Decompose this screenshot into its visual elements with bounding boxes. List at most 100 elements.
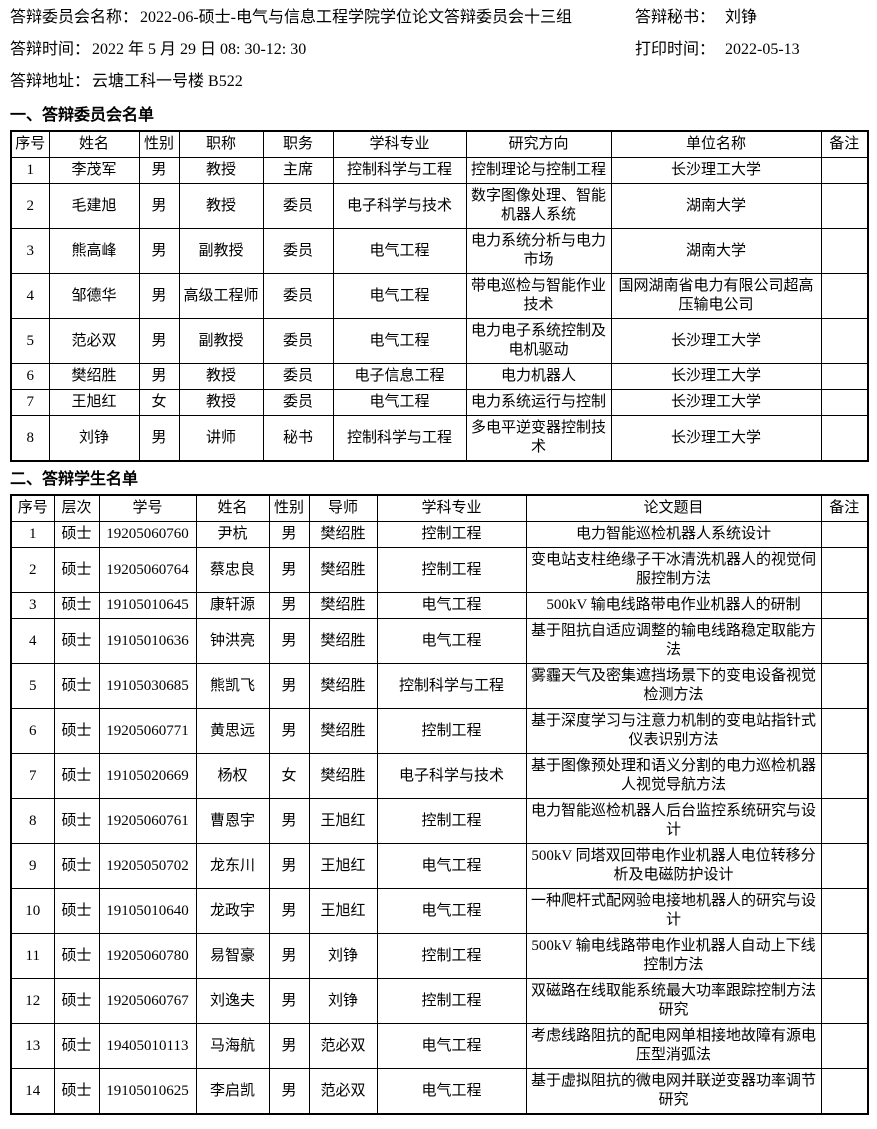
- table-cell: [820, 547, 869, 593]
- table-cell: 李启凯: [195, 1068, 270, 1115]
- table-cell: 教授: [178, 183, 264, 229]
- table-cell: 湖南大学: [610, 183, 822, 229]
- table-row: 4 邹德华男高级工程师 委员 电气工程 带电巡检与智能作业技术 国网湖南省电力有限公司超高…: [10, 273, 869, 319]
- table-row: 6 硕士 19205060771 黄思远男樊绍胜 控制工程 基于深度学习与注意力机制的变电…: [10, 708, 869, 754]
- table-cell: 500kV 输电线路带电作业机器人自动上下线控制方法: [525, 933, 822, 979]
- defense-address-value: 云塘工科一号楼 B522: [92, 73, 243, 90]
- table-cell: 范必双: [308, 1023, 378, 1069]
- table-cell: 钟洪亮: [195, 618, 270, 664]
- table-cell: 女: [268, 753, 310, 799]
- committee-name-line: 答辩委员会名称： 2022-06-硕士-电气与信息工程学院学位论文答辩委员会十三组: [10, 8, 635, 28]
- table-cell: 杨权: [195, 753, 270, 799]
- table-cell: 电气工程: [376, 1023, 527, 1069]
- column-header-cell: 姓名: [48, 130, 140, 158]
- table-cell: 5: [10, 663, 55, 709]
- table-cell: 委员: [262, 318, 334, 364]
- table-cell: 电气工程: [332, 389, 467, 416]
- table-cell: 电子信息工程: [332, 363, 467, 390]
- table-cell: 带电巡检与智能作业技术: [465, 273, 612, 319]
- committee-name-value: 2022-06-硕士-电气与信息工程学院学位论文答辩委员会十三组: [140, 9, 573, 26]
- table-cell: 19105020669: [98, 753, 197, 799]
- table-cell: 长沙理工大学: [610, 389, 822, 416]
- table-cell: [820, 933, 869, 979]
- column-header-cell: 单位名称: [610, 130, 822, 158]
- table-cell: 男: [268, 1068, 310, 1115]
- table-cell: 主席: [262, 157, 334, 184]
- table-cell: 委员: [262, 273, 334, 319]
- table-cell: 副教授: [178, 318, 264, 364]
- table-row: 5 范必双男副教授 委员 电气工程 电力电子系统控制及电机驱动 长沙理工大学: [10, 318, 869, 364]
- table-cell: 硕士: [53, 843, 100, 889]
- table-cell: 19105010640: [98, 888, 197, 934]
- table-cell: 刘逸夫: [195, 978, 270, 1024]
- table-cell: 13: [10, 1023, 55, 1069]
- table-cell: 电气工程: [376, 592, 527, 619]
- table-cell: 王旭红: [308, 843, 378, 889]
- table-cell: 19205060760: [98, 521, 197, 548]
- table-cell: 一种爬杆式配网验电接地机器人的研究与设计: [525, 888, 822, 934]
- table-cell: 男: [138, 363, 180, 390]
- table-cell: 教授: [178, 157, 264, 184]
- table-cell: 19205060771: [98, 708, 197, 754]
- table-cell: [820, 798, 869, 844]
- table-cell: 男: [268, 1023, 310, 1069]
- table-cell: 硕士: [53, 888, 100, 934]
- table-cell: 考虑线路阻抗的配电网单相接地故障有源电压型消弧法: [525, 1023, 822, 1069]
- table-cell: 基于阻抗自适应调整的输电线路稳定取能方法: [525, 618, 822, 664]
- table-row: 4 硕士 19105010636 钟洪亮男樊绍胜 电气工程 基于阻抗自适应调整的输电线路稳…: [10, 618, 869, 664]
- table-cell: 控制科学与工程: [332, 157, 467, 184]
- table-cell: 电力智能巡检机器人系统设计: [525, 521, 822, 548]
- table-row: 9 硕士 19205050702 龙东川男王旭红 电气工程 500kV 同塔双回带电作业机…: [10, 843, 869, 889]
- secretary-label: 答辩秘书：: [635, 9, 716, 26]
- table-row: 3 熊高峰男副教授 委员 电气工程 电力系统分析与电力市场 湖南大学: [10, 228, 869, 274]
- table-cell: 硕士: [53, 933, 100, 979]
- table-cell: 男: [268, 521, 310, 548]
- table-cell: 19205060767: [98, 978, 197, 1024]
- table-row: 14 硕士 19105010625 李启凯男范必双 电气工程 基于虚拟阻抗的微电网并联逆变…: [10, 1068, 869, 1115]
- students-table-body: 1 硕士 19205060760 尹杭男樊绍胜 控制工程 电力智能巡检机器人系统设计 2 硕士…: [10, 521, 869, 1115]
- table-cell: 电力机器人: [465, 363, 612, 390]
- table-row: 10 硕士 19105010640 龙政宇男王旭红 电气工程 一种爬杆式配网验电接地机器人…: [10, 888, 869, 934]
- defense-time-label: 答辩时间：: [10, 41, 91, 58]
- defense-time-value: 2022 年 5 月 29 日 08: 30-12: 30: [92, 41, 307, 58]
- table-cell: 500kV 输电线路带电作业机器人的研制: [525, 592, 822, 619]
- table-cell: 樊绍胜: [308, 592, 378, 619]
- column-header-cell: 性别: [268, 494, 310, 522]
- table-cell: 电力电子系统控制及电机驱动: [465, 318, 612, 364]
- table-cell: 电气工程: [332, 273, 467, 319]
- table-row: 2 硕士 19205060764 蔡忠良男樊绍胜 控制工程 变电站支柱绝缘子干冰清洗机器人…: [10, 547, 869, 593]
- table-cell: [820, 753, 869, 799]
- table-cell: 电气工程: [376, 843, 527, 889]
- secretary-line: 答辩秘书： 刘铮: [635, 8, 867, 28]
- table-cell: 樊绍胜: [308, 547, 378, 593]
- table-cell: 电力系统运行与控制: [465, 389, 612, 416]
- table-row: 13 硕士 19405010113 马海航男范必双 电气工程 考虑线路阻抗的配电网单相接地…: [10, 1023, 869, 1069]
- table-cell: 2: [10, 183, 50, 229]
- table-cell: 变电站支柱绝缘子干冰清洗机器人的视觉伺服控制方法: [525, 547, 822, 593]
- table-cell: 男: [138, 273, 180, 319]
- table-cell: 硕士: [53, 753, 100, 799]
- table-cell: 硕士: [53, 708, 100, 754]
- defense-time-line: 答辩时间： 2022 年 5 月 29 日 08: 30-12: 30: [10, 40, 635, 60]
- students-table-header-row: 序号 层次 学号 姓名 性别 导师 学科专业 论文题目 备注: [10, 494, 869, 522]
- table-cell: 电子科学与技术: [332, 183, 467, 229]
- table-cell: 硕士: [53, 1023, 100, 1069]
- committee-table-body: 1 李茂军男教授 主席 控制科学与工程 控制理论与控制工程 长沙理工大学 2 毛建旭男教授 委员…: [10, 157, 869, 462]
- table-cell: 19105010636: [98, 618, 197, 664]
- table-cell: 12: [10, 978, 55, 1024]
- table-cell: 4: [10, 273, 50, 319]
- table-cell: 硕士: [53, 521, 100, 548]
- table-cell: 9: [10, 843, 55, 889]
- column-header-cell: 导师: [308, 494, 378, 522]
- table-cell: 500kV 同塔双回带电作业机器人电位转移分析及电磁防护设计: [525, 843, 822, 889]
- column-header-cell: 备注: [820, 130, 869, 158]
- table-cell: 易智豪: [195, 933, 270, 979]
- table-cell: 曹恩宇: [195, 798, 270, 844]
- table-cell: 控制科学与工程: [376, 663, 527, 709]
- table-cell: 控制理论与控制工程: [465, 157, 612, 184]
- table-cell: 电力智能巡检机器人后台监控系统研究与设计: [525, 798, 822, 844]
- table-row: 3 硕士 19105010645 康轩源男樊绍胜 电气工程 500kV 输电线路带电作业机…: [10, 592, 869, 619]
- table-cell: 长沙理工大学: [610, 157, 822, 184]
- column-header-cell: 层次: [53, 494, 100, 522]
- table-cell: 硕士: [53, 618, 100, 664]
